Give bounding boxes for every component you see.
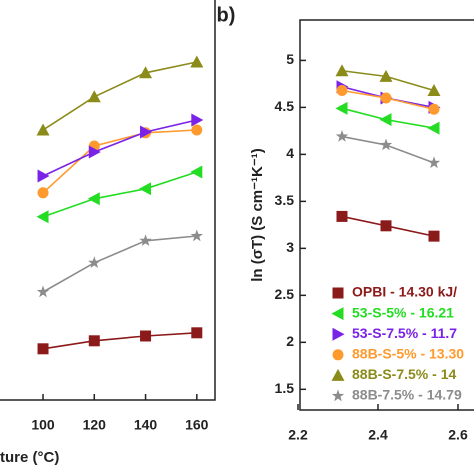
marker [191,113,204,127]
legend-label: 88B-S-7.5% - 14 [352,366,456,382]
marker [37,343,49,355]
legend-marker [332,287,344,299]
series-line [42,119,197,177]
marker [88,335,100,347]
marker [379,113,392,127]
legend-marker [332,349,344,361]
legend-label: 88B-S-5% - 13.30 [352,346,464,362]
marker [87,192,100,206]
marker [427,121,440,135]
marker [88,145,101,159]
x-tick-label: 2.4 [368,427,388,443]
x-tick-label: 120 [83,417,107,433]
marker [427,83,441,96]
marker [379,69,393,82]
marker [335,64,349,77]
y-tick-label: 3.5 [275,192,295,208]
panel-label: b) [217,4,236,26]
marker [139,182,152,196]
marker [380,92,392,104]
legend-marker [331,307,344,321]
legend-marker [332,327,345,341]
axis-frame [0,0,216,401]
marker [37,169,50,183]
marker [335,101,348,115]
marker [140,330,152,342]
legend-label: 53-S-5% - 16.21 [352,304,454,320]
marker [36,123,50,136]
y-tick-label: 1.5 [275,380,295,396]
legend-label: 88B-7.5% - 14.79 [352,387,462,403]
marker [428,103,440,115]
series-line [42,332,197,350]
y-tick-label: 4 [286,145,294,161]
x-tick-label: 2.2 [288,427,308,443]
legend-label: OPBI - 14.30 kJ/ [352,284,457,300]
legend-marker [331,389,345,402]
x-axis-label: ture (°C) [0,449,59,466]
y-tick-label: 5 [286,51,294,67]
series-line [341,135,435,164]
y-tick-label: 3 [286,239,294,255]
legend-marker [331,368,345,381]
x-tick-label: 160 [185,417,209,433]
marker [140,125,153,139]
marker [191,124,203,136]
marker [36,210,49,224]
marker [380,220,392,232]
series-line [42,61,197,131]
series-line [42,129,197,194]
marker [191,327,203,339]
marker [88,256,101,269]
marker [190,55,204,68]
series-line [42,235,197,293]
marker [190,165,203,179]
y-axis-label: ln (σT) (S cm⁻¹K⁻¹) [249,148,266,282]
legend-label: 53-S-7.5% - 11.7 [352,325,457,341]
x-tick-label: 2.6 [448,427,468,443]
y-tick-label: 4.5 [275,98,295,114]
marker [37,187,49,199]
y-tick-label: 2.5 [275,286,295,302]
series-line [42,171,198,218]
marker [190,229,203,242]
x-tick-label: 140 [134,417,158,433]
marker [427,156,441,169]
marker [428,230,440,242]
marker [336,84,348,96]
y-tick-label: 2 [286,333,294,349]
marker [36,285,50,298]
marker [139,234,152,247]
marker [139,66,153,79]
marker [335,130,349,142]
marker [379,138,393,151]
marker [87,90,101,103]
axis-frame [299,19,474,411]
x-tick-label: 100 [31,417,55,433]
marker [336,210,348,222]
